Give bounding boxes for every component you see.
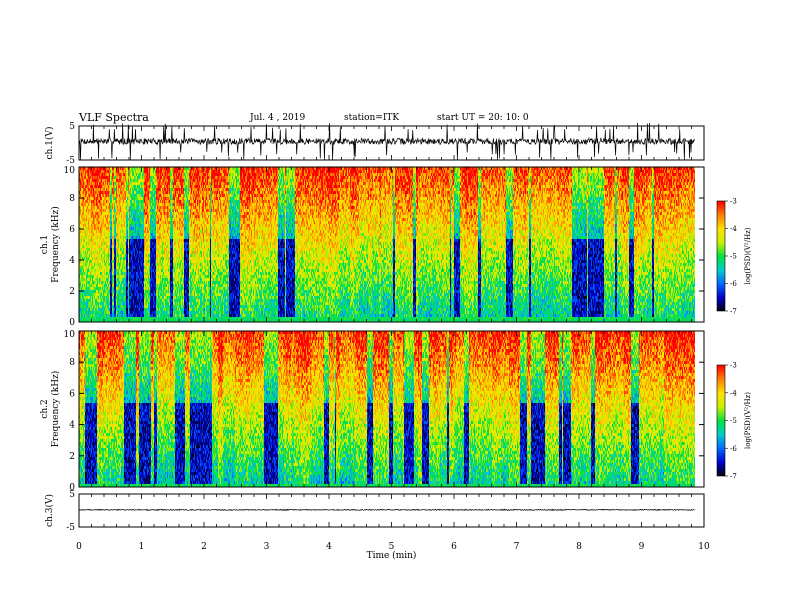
y-tick-label: 2 xyxy=(69,287,75,297)
ch1-spectrogram-panel: 0 2 4 6 8 10 ch.1 Frequency (kHz) xyxy=(40,166,704,328)
x-tick-label: 7 xyxy=(514,542,520,552)
y-axis-label: Frequency (kHz) xyxy=(50,371,61,448)
y-tick-label: 6 xyxy=(69,225,75,235)
ch2-colorbar: -3 -4 -5 -6 -7 log(PSD)(V²/Hz) xyxy=(717,362,752,481)
y-axis-label: ch.1(V) xyxy=(44,127,55,160)
y-tick-label: 2 xyxy=(69,452,75,462)
x-tick-label: 6 xyxy=(451,542,457,552)
colorbar-tick-label: -7 xyxy=(730,473,737,481)
colorbar-tick-label: -3 xyxy=(730,362,737,370)
y-axis-label-channel: ch.1 xyxy=(40,235,50,254)
x-tick-label: 4 xyxy=(326,542,332,552)
x-tick-label: 1 xyxy=(139,542,145,552)
colorbar-tick-label: -6 xyxy=(730,280,737,288)
y-tick-label: 4 xyxy=(69,421,75,431)
colorbar-tick-label: -5 xyxy=(730,417,737,425)
x-tick-label: 0 xyxy=(76,542,82,552)
colorbar-gradient xyxy=(717,365,725,476)
colorbar-gradient xyxy=(717,201,725,311)
spectrogram-cells xyxy=(79,331,695,487)
y-tick-label: 10 xyxy=(64,330,76,340)
y-tick-label: 5 xyxy=(69,490,75,500)
colorbar-label: log(PSD)(V²/Hz) xyxy=(744,392,752,449)
x-tick-label: 2 xyxy=(201,542,207,552)
spectrogram-cells xyxy=(79,167,695,322)
waveform-trace xyxy=(79,509,695,510)
y-tick-label: -5 xyxy=(66,156,75,166)
y-tick-label: 8 xyxy=(69,194,75,204)
colorbar-label: log(PSD)(V²/Hz) xyxy=(744,227,752,284)
y-tick-label: 4 xyxy=(69,256,75,266)
y-tick-label: 5 xyxy=(69,122,75,132)
y-axis-label: ch.3(V) xyxy=(44,494,55,527)
colorbar-tick-label: -5 xyxy=(730,253,737,261)
x-tick-label: 10 xyxy=(698,542,710,552)
x-tick-label: 3 xyxy=(264,542,270,552)
y-tick-label: -5 xyxy=(66,523,75,533)
ch1-colorbar: -3 -4 -5 -6 -7 log(PSD)(V²/Hz) xyxy=(717,198,752,316)
y-tick-label: 0 xyxy=(69,318,75,328)
colorbar-tick-label: -4 xyxy=(730,225,737,233)
x-tick-label: 9 xyxy=(639,542,645,552)
x-axis-label: Time (min) xyxy=(367,550,417,561)
colorbar-tick-label: -6 xyxy=(730,445,737,453)
colorbar-tick-label: -3 xyxy=(730,198,737,206)
colorbar-tick-label: -7 xyxy=(730,308,737,316)
ch1-waveform-panel: 5 -5 ch.1(V) xyxy=(44,122,704,166)
ch3-waveform-panel: 5 -5 ch.3(V) xyxy=(44,490,704,533)
waveform-trace xyxy=(79,123,695,160)
x-tick-label: 8 xyxy=(576,542,582,552)
y-axis-label: Frequency (kHz) xyxy=(50,206,61,283)
y-tick-label: 10 xyxy=(64,166,76,176)
y-axis-label-channel: ch.2 xyxy=(40,399,50,418)
y-tick-label: 6 xyxy=(69,389,75,399)
y-tick-label: 8 xyxy=(69,358,75,368)
colorbar-tick-label: -4 xyxy=(730,389,737,397)
